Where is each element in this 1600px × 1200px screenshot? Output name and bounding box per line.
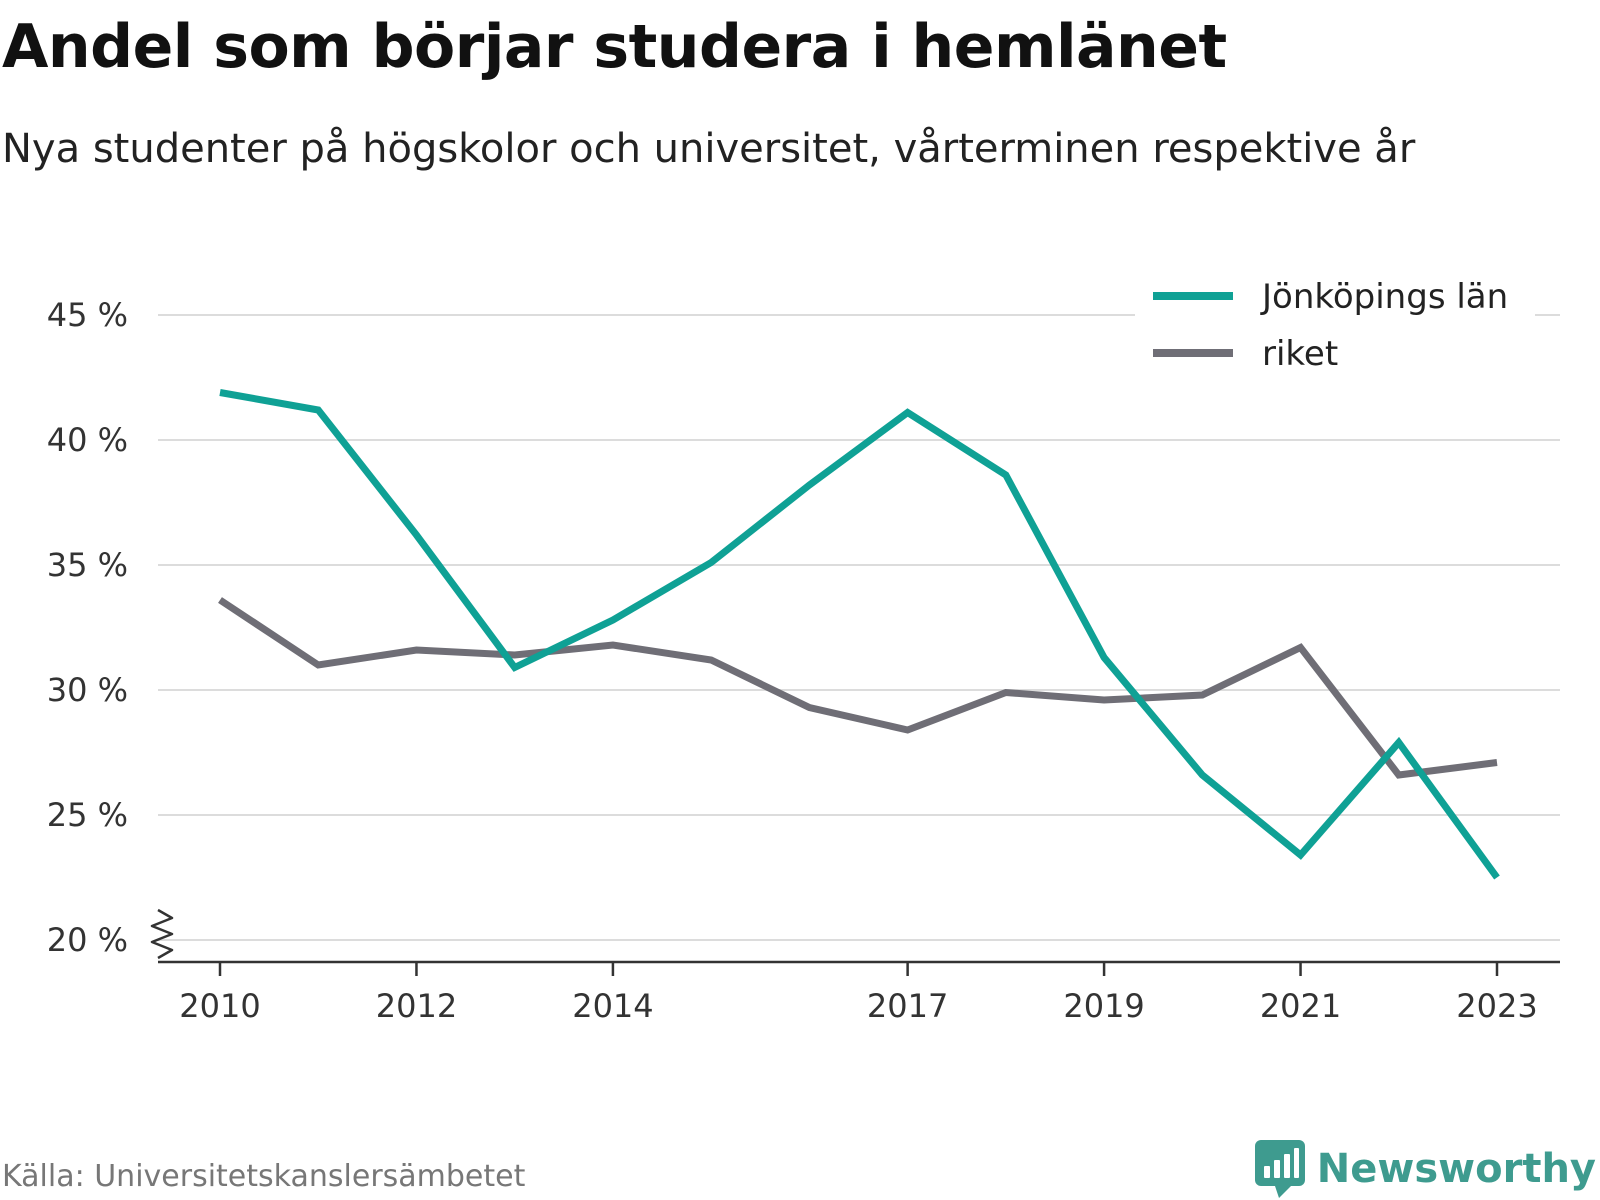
y-tick-label: 30 % bbox=[47, 671, 128, 709]
axis-break-mark bbox=[150, 908, 174, 960]
x-axis-ticks: 2010 2012 2014 2017 2019 2021 2023 bbox=[179, 962, 1538, 1025]
bar-chart-speech-bubble-icon bbox=[1254, 1140, 1305, 1198]
x-tick-label: 2010 bbox=[179, 987, 260, 1025]
gridlines bbox=[158, 314, 1560, 941]
y-tick-label: 45 % bbox=[47, 296, 128, 334]
series-line-1 bbox=[219, 389, 1500, 880]
x-tick-label: 2023 bbox=[1456, 987, 1537, 1025]
y-tick-label: 20 % bbox=[47, 921, 128, 959]
legend: Jönköpings län riket bbox=[1135, 268, 1535, 382]
x-tick-label: 2017 bbox=[867, 987, 948, 1025]
x-tick-label: 2019 bbox=[1063, 987, 1144, 1025]
source-note: Källa: Universitetskanslersämbetet bbox=[2, 1159, 526, 1194]
x-tick-label: 2021 bbox=[1260, 987, 1341, 1025]
chart-title: Andel som börjar studera i hemlänet bbox=[2, 12, 1227, 82]
y-axis-ticks: 20 % 25 % 30 % 35 % 40 % 45 % bbox=[47, 296, 174, 960]
chart-subtitle: Nya studenter på högskolor och universit… bbox=[2, 126, 1416, 172]
brand-name: Newsworthy bbox=[1316, 1146, 1596, 1192]
x-tick-label: 2012 bbox=[376, 987, 457, 1025]
legend-label: Jönköpings län bbox=[1260, 277, 1508, 317]
y-tick-label: 25 % bbox=[47, 796, 128, 834]
series-lines bbox=[218, 389, 1500, 880]
series-line-2 bbox=[218, 597, 1498, 779]
legend-label: riket bbox=[1262, 334, 1338, 374]
x-tick-label: 2014 bbox=[572, 987, 653, 1025]
y-tick-label: 35 % bbox=[47, 546, 128, 584]
legend-background bbox=[1135, 268, 1535, 382]
y-tick-label: 40 % bbox=[47, 421, 128, 459]
brand-logo: Newsworthy bbox=[1254, 1140, 1596, 1198]
